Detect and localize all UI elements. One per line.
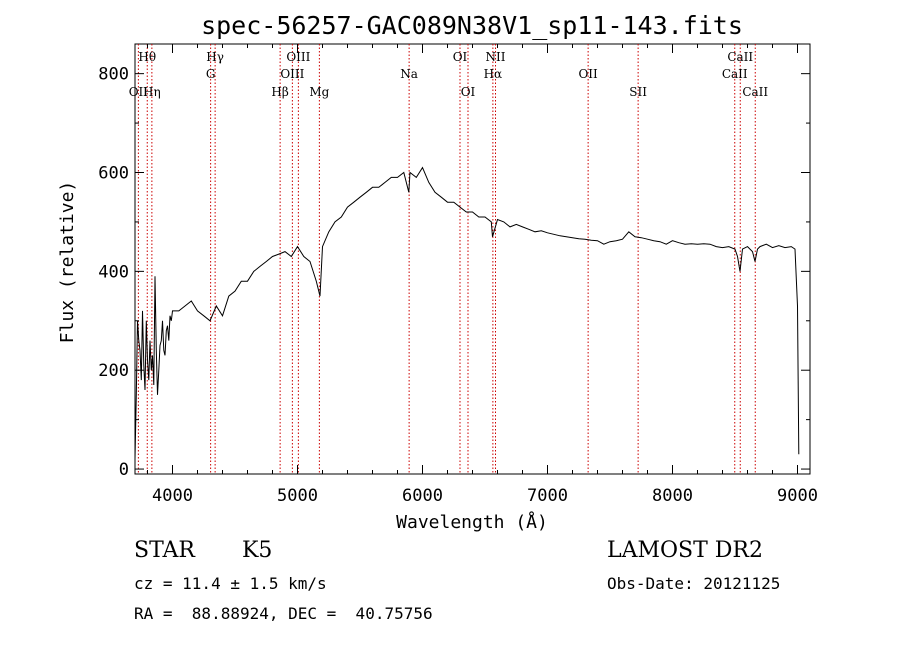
coordinates: RA = 88.88924, DEC = 40.75756 xyxy=(134,604,433,623)
y-tick-label-4: 800 xyxy=(98,65,129,85)
line-label-17: CaII xyxy=(722,67,748,81)
y-tick-label-1: 200 xyxy=(98,361,129,381)
x-tick-label-1: 5000 xyxy=(277,486,318,506)
redshift-cz: cz = 11.4 ± 1.5 km/s xyxy=(134,574,327,593)
x-axis: 4000 5000 6000 7000 8000 9000 xyxy=(147,44,818,506)
line-label-6: OIII xyxy=(286,50,310,64)
y-tick-label-3: 600 xyxy=(98,164,129,184)
chart-title: spec-56257-GAC089N38V1_sp11-143.fits xyxy=(201,11,743,40)
spectrum-line xyxy=(134,166,800,460)
y-tick-label-0: 0 xyxy=(119,460,129,480)
spectral-subclass: K5 xyxy=(242,538,273,563)
y-axis: 0 200 400 600 800 xyxy=(98,65,810,480)
line-label-16: CaII xyxy=(727,50,753,64)
object-class: STAR xyxy=(134,538,195,563)
line-label-14: OII xyxy=(578,67,598,81)
x-tick-label-4: 8000 xyxy=(652,486,693,506)
line-label-1: OII xyxy=(129,85,149,99)
observation-date: Obs-Date: 20121125 xyxy=(607,574,781,593)
line-label-13: Hα xyxy=(484,67,503,81)
x-axis-label: Wavelength (Å) xyxy=(396,511,548,533)
y-axis-label: Flux (relative) xyxy=(57,181,78,344)
line-label-11: OI xyxy=(461,85,476,99)
line-label-15: SII xyxy=(629,85,647,99)
line-label-4: G xyxy=(206,67,216,81)
x-tick-label-5: 9000 xyxy=(777,486,818,506)
x-tick-label-3: 7000 xyxy=(527,486,568,506)
spectral-line-markers xyxy=(137,44,756,474)
x-tick-label-2: 6000 xyxy=(402,486,443,506)
survey-name: LAMOST DR2 xyxy=(607,538,763,563)
line-label-18: CaII xyxy=(742,85,768,99)
line-label-2: Hη xyxy=(143,85,161,99)
plot-frame xyxy=(134,43,811,475)
line-label-10: OI xyxy=(453,50,468,64)
y-tick-label-2: 400 xyxy=(98,262,129,282)
line-label-3: Hγ xyxy=(206,50,224,64)
line-label-0: Hθ xyxy=(138,50,156,64)
line-label-5: Hβ xyxy=(271,85,288,99)
line-label-8: Mg xyxy=(309,85,329,99)
x-tick-label-0: 4000 xyxy=(152,486,193,506)
line-label-7: OIII xyxy=(280,67,304,81)
line-label-9: Na xyxy=(400,67,418,81)
line-label-12: NII xyxy=(486,50,506,64)
